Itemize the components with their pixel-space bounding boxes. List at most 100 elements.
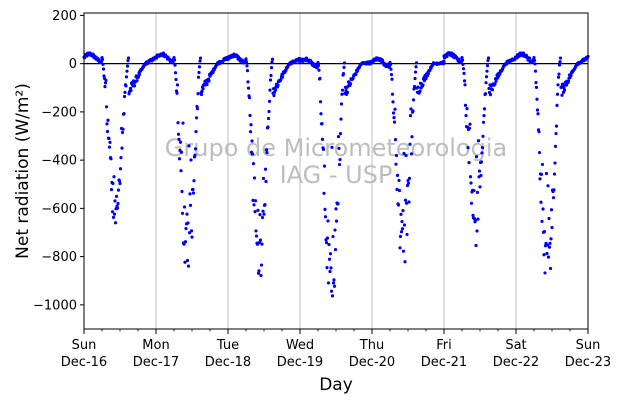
data-point bbox=[399, 212, 403, 216]
data-point bbox=[336, 202, 340, 206]
data-point bbox=[533, 62, 537, 66]
data-point bbox=[121, 127, 125, 131]
data-point bbox=[562, 88, 567, 92]
data-point bbox=[474, 155, 479, 159]
data-point bbox=[247, 96, 252, 100]
data-point bbox=[186, 264, 191, 268]
data-point bbox=[251, 198, 255, 202]
data-point bbox=[321, 147, 326, 151]
y-tick-label: 0 bbox=[69, 57, 77, 72]
data-point bbox=[461, 62, 465, 66]
data-point bbox=[465, 107, 469, 111]
data-point bbox=[536, 112, 540, 116]
data-point bbox=[333, 247, 338, 252]
data-point bbox=[398, 234, 403, 239]
data-point bbox=[547, 216, 551, 221]
data-point bbox=[100, 57, 105, 62]
data-point bbox=[192, 179, 196, 183]
data-point bbox=[462, 79, 467, 83]
data-point bbox=[319, 112, 323, 116]
data-point bbox=[445, 54, 449, 59]
data-point bbox=[555, 103, 559, 107]
data-point bbox=[201, 87, 205, 91]
data-point bbox=[468, 175, 473, 179]
data-point bbox=[129, 88, 133, 93]
data-point bbox=[338, 157, 342, 162]
data-point bbox=[488, 93, 493, 97]
data-point bbox=[547, 245, 552, 249]
data-point bbox=[413, 76, 417, 81]
data-point bbox=[345, 90, 350, 95]
data-point bbox=[409, 107, 413, 111]
data-point bbox=[476, 217, 480, 221]
data-point bbox=[254, 229, 258, 233]
data-point bbox=[189, 158, 193, 162]
data-point bbox=[276, 83, 280, 87]
data-point bbox=[111, 215, 116, 220]
data-point bbox=[339, 117, 343, 121]
data-point bbox=[266, 125, 270, 129]
data-point bbox=[348, 82, 353, 86]
data-point bbox=[320, 137, 325, 141]
data-point bbox=[527, 56, 532, 60]
data-point bbox=[481, 120, 486, 124]
data-point bbox=[486, 56, 491, 60]
data-point bbox=[466, 146, 470, 150]
data-point bbox=[113, 221, 118, 225]
y-tick-label: −600 bbox=[41, 202, 77, 217]
data-point bbox=[109, 187, 114, 192]
data-point bbox=[483, 92, 488, 96]
data-point bbox=[122, 111, 126, 116]
data-point bbox=[104, 78, 108, 82]
data-point bbox=[188, 203, 193, 207]
data-point bbox=[394, 153, 399, 158]
data-point bbox=[179, 150, 184, 154]
data-point bbox=[187, 144, 191, 148]
data-point bbox=[548, 241, 552, 245]
data-point bbox=[554, 131, 558, 136]
data-point bbox=[397, 178, 401, 183]
data-point bbox=[199, 92, 204, 97]
data-point bbox=[118, 167, 123, 171]
data-point bbox=[342, 61, 347, 65]
data-point bbox=[413, 70, 418, 74]
data-point bbox=[493, 82, 497, 86]
data-point bbox=[246, 80, 250, 84]
data-point bbox=[469, 201, 474, 205]
data-point bbox=[267, 99, 272, 103]
data-point bbox=[261, 209, 265, 213]
data-point bbox=[557, 72, 561, 76]
data-point bbox=[404, 153, 408, 158]
data-point bbox=[482, 107, 487, 111]
data-point bbox=[421, 83, 425, 87]
data-point bbox=[108, 140, 112, 144]
data-point bbox=[412, 87, 416, 91]
data-point bbox=[464, 113, 468, 118]
data-point bbox=[181, 121, 185, 125]
data-point bbox=[252, 176, 257, 180]
data-point bbox=[401, 249, 406, 253]
data-point bbox=[408, 114, 413, 118]
data-point bbox=[392, 120, 397, 124]
data-point bbox=[126, 56, 131, 60]
data-point bbox=[442, 60, 446, 64]
data-point bbox=[175, 91, 179, 95]
data-point bbox=[426, 71, 431, 76]
data-point bbox=[186, 221, 190, 225]
data-point bbox=[252, 203, 256, 207]
data-point bbox=[101, 67, 106, 71]
data-point bbox=[486, 58, 490, 63]
data-point bbox=[331, 234, 335, 239]
data-point bbox=[112, 175, 116, 179]
data-point bbox=[535, 97, 539, 101]
data-point bbox=[196, 75, 201, 79]
data-point bbox=[560, 93, 564, 97]
x-tick-label-date: Dec-20 bbox=[349, 355, 395, 370]
data-point bbox=[173, 71, 178, 75]
data-points bbox=[82, 51, 590, 298]
data-point bbox=[555, 92, 560, 96]
data-point bbox=[244, 57, 248, 61]
data-point bbox=[280, 75, 285, 79]
data-point bbox=[468, 122, 472, 126]
data-point bbox=[244, 60, 249, 64]
